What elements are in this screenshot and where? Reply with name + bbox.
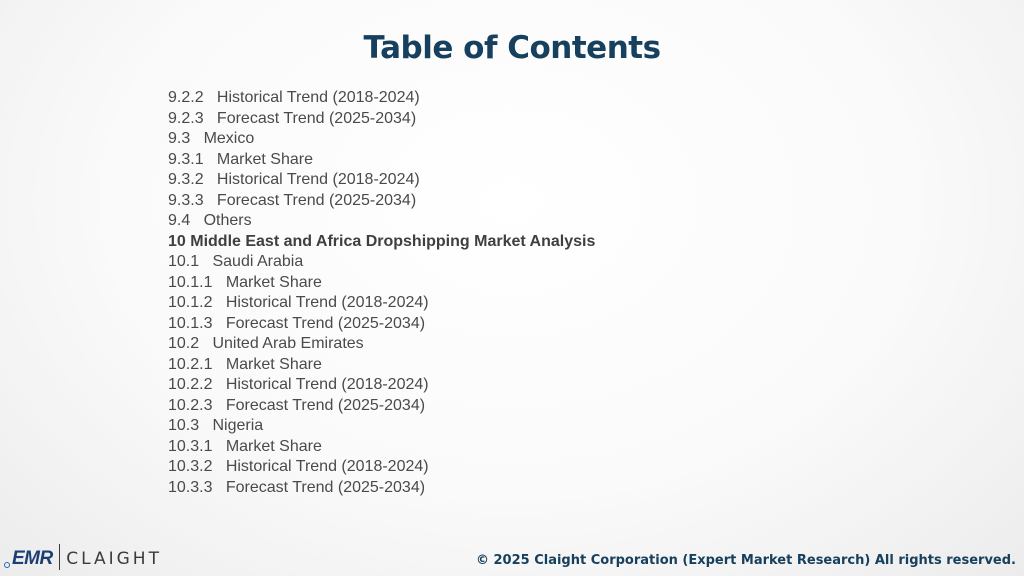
copyright-footer: © 2025 Claight Corporation (Expert Marke… [475, 553, 1016, 568]
company-logo: EMR CLAIGHT [4, 542, 162, 570]
toc-section-heading: 10 Middle East and Africa Dropshipping M… [168, 232, 596, 250]
toc-entry: 10.2.2 Historical Trend (2018-2024) [168, 376, 429, 393]
toc-entry: 10.3 Nigeria [168, 417, 264, 434]
toc-entry: 9.2.2 Historical Trend (2018-2024) [168, 89, 420, 106]
toc-entry: 9.3.3 Forecast Trend (2025-2034) [168, 191, 417, 209]
toc-entry: 9.3.1 Market Share [168, 150, 313, 168]
table-of-contents-list: 9.2.2 Historical Trend (2018-2024) 9.2.3 … [168, 88, 595, 498]
toc-entry: 10.2.3 Forecast Trend (2025-2034) [168, 396, 426, 414]
toc-entry: 10.1.2 Historical Trend (2018-2024) [168, 294, 429, 311]
toc-entry: 10.1 Saudi Arabia [168, 253, 304, 270]
toc-entry: 9.2.3 Forecast Trend (2025-2034) [168, 109, 417, 127]
logo-divider [58, 544, 61, 570]
toc-entry: 10.3.1 Market Share [168, 437, 322, 455]
toc-entry: 10.3.3 Forecast Trend (2025-2034) [168, 478, 426, 496]
toc-entry: 9.3 Mexico [168, 130, 255, 147]
toc-entry: 10.2 United Arab Emirates [168, 335, 364, 352]
logo-claight-text: CLAIGHT [66, 549, 162, 569]
logo-emr-text: EMR [12, 548, 53, 569]
toc-entry: 10.1.3 Forecast Trend (2025-2034) [168, 314, 426, 332]
toc-entry: 9.4 Others [168, 212, 252, 229]
logo-dot-icon [4, 562, 10, 568]
toc-entry: 10.2.1 Market Share [168, 355, 322, 373]
toc-entry: 10.3.2 Historical Trend (2018-2024) [168, 458, 429, 475]
toc-entry: 10.1.1 Market Share [168, 273, 322, 291]
page-title: Table of Contents [363, 30, 661, 66]
toc-entry: 9.3.2 Historical Trend (2018-2024) [168, 171, 420, 188]
